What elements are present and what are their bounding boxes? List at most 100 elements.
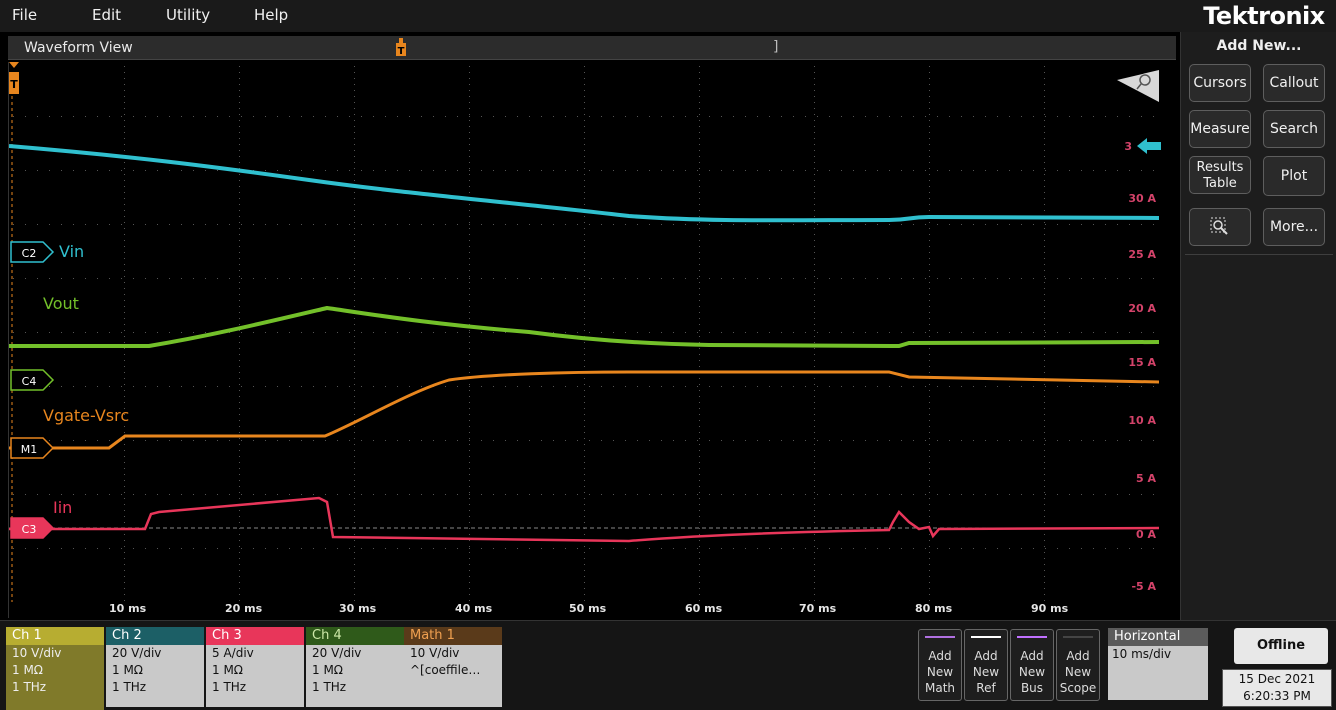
trigger-level-icon — [1137, 138, 1161, 154]
trigger-level-label: 3 — [1124, 140, 1132, 153]
math1-badge[interactable]: Math 1 10 V/div ^[coeffile… — [404, 627, 502, 707]
more-button[interactable]: More... — [1263, 208, 1325, 246]
cursors-button[interactable]: Cursors — [1189, 64, 1251, 102]
y-axis-label: 20 A — [1128, 302, 1156, 315]
y-axis-label: 5 A — [1136, 472, 1156, 485]
x-axis-label: 40 ms — [455, 602, 493, 615]
scope-label: Scope — [1059, 681, 1097, 695]
results-table-label-1: Results — [1196, 160, 1244, 175]
x-axis-label: 60 ms — [685, 602, 723, 615]
y-axis-label: -5 A — [1131, 580, 1156, 593]
channel-label-vgate: Vgate-Vsrc — [43, 406, 130, 425]
results-table-label-2: Table — [1203, 176, 1237, 191]
ch4-scale: 20 V/div — [312, 646, 362, 660]
zoom-corner-icon — [1117, 70, 1159, 102]
channel-label-vin: Vin — [59, 242, 85, 261]
menu-file[interactable]: File — [12, 6, 38, 24]
menu-help[interactable]: Help — [254, 6, 289, 24]
add-label: Add — [928, 649, 952, 663]
menu-edit[interactable]: Edit — [92, 6, 122, 24]
time-text: 6:20:33 PM — [1243, 689, 1311, 703]
trace-vgate-vsrc — [9, 370, 1160, 450]
math1-name: Math 1 — [404, 627, 502, 645]
ch4-impedance: 1 MΩ — [312, 663, 343, 677]
ch2-scale: 20 V/div — [112, 646, 162, 660]
ch4-name: Ch 4 — [306, 627, 404, 645]
channel-label-vout: Vout — [43, 294, 79, 313]
channel-marker-c4: C4 — [10, 369, 55, 391]
plot-button[interactable]: Plot — [1263, 156, 1325, 196]
ch1-badge[interactable]: Ch 1 10 V/div 1 MΩ 1 THz — [6, 627, 104, 710]
ch1-name: Ch 1 — [6, 627, 104, 645]
y-axis-label: 0 A — [1136, 528, 1156, 541]
channel-marker-c3: C3 — [10, 517, 55, 539]
bus-label: Bus — [1020, 681, 1044, 695]
channel-label-iin: Iin — [53, 498, 73, 517]
trace-vin — [9, 144, 1160, 223]
ch3-badge[interactable]: Ch 3 5 A/div 1 MΩ 1 THz — [206, 627, 304, 707]
ch3-scale: 5 A/div — [212, 646, 254, 660]
ch3-bandwidth: 1 THz — [212, 680, 247, 694]
x-axis-label: 70 ms — [799, 602, 837, 615]
waveform-grid: C2 C4 M1 C3 T — [9, 62, 1161, 602]
new-label: New — [1064, 665, 1092, 679]
add-label: Add — [974, 649, 998, 663]
ref-label: Ref — [976, 681, 996, 695]
ch3-impedance: 1 MΩ — [212, 663, 243, 677]
add-new-panel: Add New... Cursors Callout Measure Searc… — [1180, 32, 1336, 620]
ch1-impedance: 1 MΩ — [12, 663, 43, 677]
trace-iin — [9, 496, 1160, 543]
add-new-ref-button[interactable]: Add New Ref — [964, 629, 1008, 701]
add-label: Add — [1066, 649, 1090, 663]
svg-text:T: T — [398, 46, 405, 57]
brand-logo: Tektronix — [1203, 2, 1325, 30]
ch2-badge[interactable]: Ch 2 20 V/div 1 MΩ 1 THz — [106, 627, 204, 707]
svg-text:C4: C4 — [22, 375, 37, 388]
measure-button[interactable]: Measure — [1189, 110, 1251, 148]
ch4-badge[interactable]: Ch 4 20 V/div 1 MΩ 1 THz — [306, 627, 404, 707]
channel-marker-m1: M1 — [10, 437, 55, 459]
callout-button[interactable]: Callout — [1263, 64, 1325, 102]
horizontal-scale: 10 ms/div — [1112, 647, 1172, 661]
channel-marker-c2: C2 — [10, 241, 55, 263]
trigger-position-icon[interactable]: T — [394, 38, 408, 58]
new-label: New — [1018, 665, 1046, 679]
zoom-button[interactable] — [1189, 208, 1251, 246]
add-new-bus-button[interactable]: Add New Bus — [1010, 629, 1054, 701]
y-axis-label: 10 A — [1128, 414, 1156, 427]
x-axis-label: 30 ms — [339, 602, 377, 615]
add-new-math-button[interactable]: Add New Math — [918, 629, 962, 701]
waveform-plot[interactable]: C2 C4 M1 C3 T 3 — [8, 62, 1176, 618]
horizontal-title: Horizontal — [1108, 628, 1208, 646]
search-button[interactable]: Search — [1263, 110, 1325, 148]
offline-status-button[interactable]: Offline — [1234, 628, 1328, 664]
ch3-name: Ch 3 — [206, 627, 304, 645]
settings-bar: Ch 1 10 V/div 1 MΩ 1 THz Ch 2 20 V/div 1… — [0, 620, 1336, 710]
y-axis-label: 30 A — [1128, 192, 1156, 205]
horizontal-badge[interactable]: Horizontal 10 ms/div — [1108, 628, 1208, 700]
zoom-icon — [1210, 217, 1228, 235]
math1-expression: ^[coeffile… — [410, 663, 481, 677]
waveform-view-title: Waveform View — [24, 40, 133, 56]
ch1-bandwidth: 1 THz — [12, 680, 47, 694]
math1-scale: 10 V/div — [410, 646, 460, 660]
waveform-view-header: Waveform View T ] — [8, 36, 1176, 60]
x-axis-label: 10 ms — [109, 602, 147, 615]
date-time-display[interactable]: 15 Dec 2021 6:20:33 PM — [1222, 669, 1332, 707]
trigger-marker-icon: T — [9, 62, 19, 94]
new-label: New — [972, 665, 1000, 679]
y-axis-label: 15 A — [1128, 356, 1156, 369]
x-axis-label: 90 ms — [1031, 602, 1069, 615]
menu-utility[interactable]: Utility — [166, 6, 211, 24]
add-new-scope-button[interactable]: Add New Scope — [1056, 629, 1100, 701]
svg-text:T: T — [10, 78, 18, 91]
results-table-button[interactable]: Results Table — [1189, 156, 1251, 194]
ch4-bandwidth: 1 THz — [312, 680, 347, 694]
add-new-title: Add New... — [1216, 38, 1302, 54]
panel-divider — [1185, 254, 1333, 255]
add-label: Add — [1020, 649, 1044, 663]
ch2-name: Ch 2 — [106, 627, 204, 645]
new-label: New — [926, 665, 954, 679]
svg-text:C3: C3 — [22, 523, 37, 536]
menu-bar: File Edit Utility Help Tektronix — [0, 0, 1336, 32]
